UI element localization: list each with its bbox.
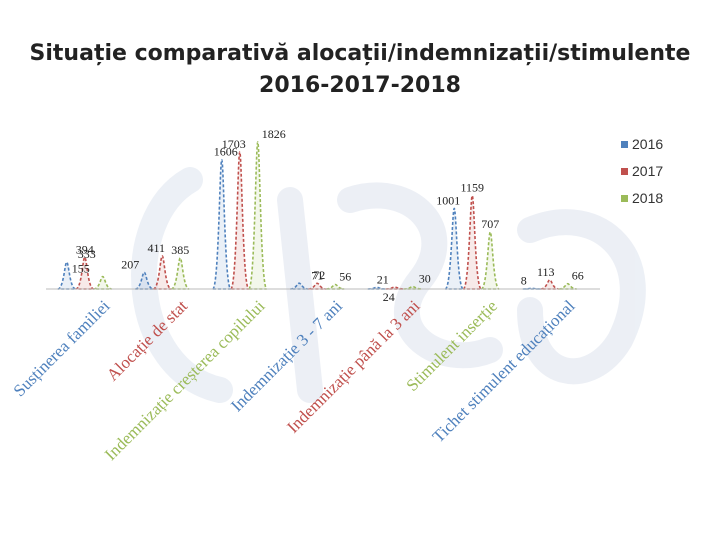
area-peak-2016-cat-2 — [211, 158, 232, 290]
area-peak-2018-cat-6 — [558, 282, 577, 290]
area-peak-2018-cat-2 — [247, 141, 268, 290]
area-peak-2017-cat-1 — [152, 255, 172, 290]
category-label-1: Alocație de stat — [103, 296, 191, 384]
legend-swatch-2016 — [621, 141, 628, 148]
chart-title-line-2: 2016-2017-2018 — [259, 73, 461, 98]
data-label-2017-cat-3: 71 — [311, 268, 323, 282]
data-label-2018-cat-5: 707 — [481, 217, 499, 231]
data-label-2018-cat-4: 30 — [419, 272, 431, 286]
area-peak-2018-cat-1 — [170, 257, 190, 290]
data-label-2016-cat-2: 1606 — [214, 145, 238, 159]
chart-title-line-1: Situație comparativă alocații/indemnizaț… — [29, 41, 691, 66]
legend-label-2016: 2016 — [632, 136, 663, 152]
plot-area: 333 207 1606 72 21 1001 8 394 411 1703 71 24 1159 113… — [46, 127, 600, 304]
data-label-2018-cat-1: 385 — [171, 243, 189, 257]
data-label-2016-cat-5: 1001 — [436, 193, 460, 207]
data-label-2016-cat-1: 207 — [121, 257, 139, 271]
area-peak-2016-cat-3 — [290, 282, 309, 290]
area-peak-2018-cat-3 — [326, 283, 345, 290]
area-peak-2017-cat-3 — [308, 282, 327, 290]
area-peak-2018-cat-5 — [480, 231, 501, 290]
area-peak-2016-cat-5 — [444, 207, 465, 290]
data-label-2016-cat-4: 21 — [377, 272, 389, 286]
legend-label-2017: 2017 — [632, 163, 663, 179]
data-label-2017-cat-1: 411 — [147, 241, 165, 255]
category-label-4: Indemnizație până la 3 ani — [283, 296, 423, 436]
data-label-2018-cat-3: 56 — [339, 269, 351, 283]
data-label-2018-cat-2: 1826 — [262, 127, 286, 141]
legend-label-2018: 2018 — [632, 190, 663, 206]
legend-swatch-2018 — [621, 195, 628, 202]
area-peak-2016-cat-1 — [134, 271, 154, 290]
data-label-2018-cat-6: 66 — [572, 269, 584, 283]
data-label-2018-cat-0: 155 — [72, 262, 90, 276]
area-peak-2016-cat-0 — [57, 261, 77, 290]
legend-swatch-2017 — [621, 168, 628, 175]
data-label-2017-cat-6: 113 — [537, 265, 555, 279]
area-peak-2017-cat-0 — [75, 256, 95, 290]
chart-title: Situație comparativă alocații/indemnizaț… — [0, 38, 720, 102]
data-label-2017-cat-0: 394 — [76, 242, 94, 256]
area-peak-2017-cat-2 — [229, 151, 250, 290]
data-label-2016-cat-6: 8 — [521, 273, 527, 287]
data-label-2017-cat-4: 24 — [383, 290, 395, 304]
legend: 2016 2017 2018 — [621, 136, 663, 206]
data-label-2017-cat-2: 1703 — [222, 137, 246, 151]
area-peak-2017-cat-5 — [462, 194, 483, 290]
category-label-6: Tichet stimulent educațional — [429, 296, 579, 446]
category-label-0: Susținerea familiei — [10, 296, 114, 400]
area-peak-2018-cat-0 — [93, 275, 112, 290]
data-label-2017-cat-5: 1159 — [460, 181, 484, 195]
area-peak-2017-cat-6 — [540, 279, 559, 290]
category-label-2: Indemnizație creșterea copilului — [101, 296, 269, 464]
data-label-2016-cat-0: 333 — [78, 247, 96, 261]
data-label-2016-cat-3: 72 — [313, 268, 325, 282]
